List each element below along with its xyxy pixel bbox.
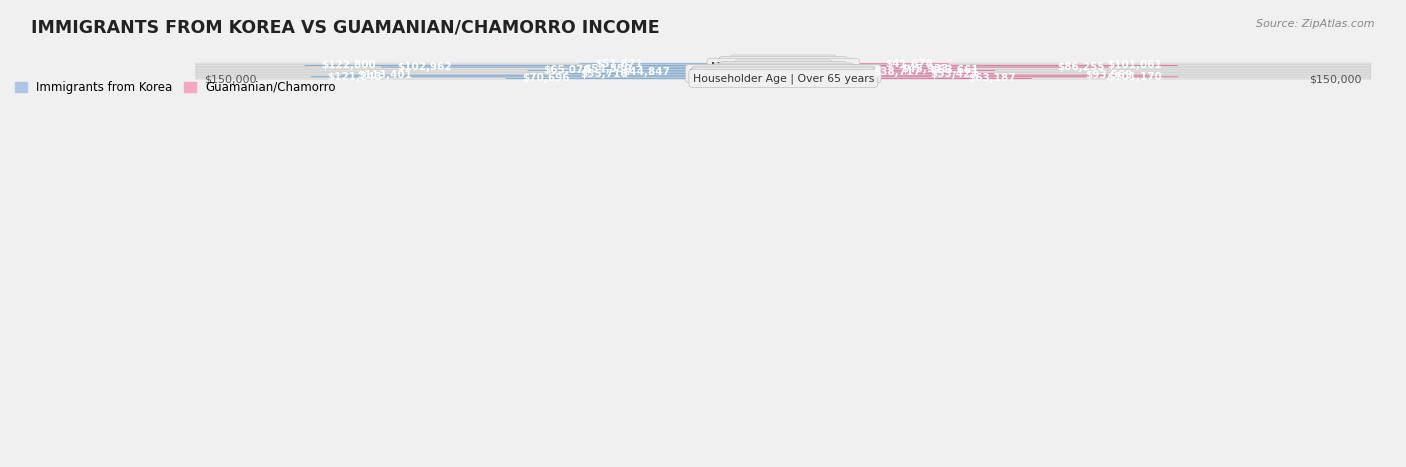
FancyBboxPatch shape [506, 78, 787, 79]
FancyBboxPatch shape [342, 75, 787, 76]
Text: $65,079: $65,079 [544, 65, 592, 75]
Text: $101,170: $101,170 [1107, 72, 1163, 82]
FancyBboxPatch shape [779, 78, 1032, 79]
Text: Median Earnings: Median Earnings [738, 64, 828, 74]
FancyBboxPatch shape [195, 75, 1371, 76]
FancyBboxPatch shape [779, 70, 995, 71]
Text: $53,423: $53,423 [931, 69, 977, 78]
Text: $93,569: $93,569 [1085, 70, 1133, 80]
Text: $121,243: $121,243 [328, 72, 382, 82]
FancyBboxPatch shape [195, 68, 1371, 69]
Text: $41,678: $41,678 [884, 59, 932, 69]
Text: Householder Age | 45 - 64 years: Householder Age | 45 - 64 years [695, 71, 872, 82]
Text: Householder Age | Over 65 years: Householder Age | Over 65 years [693, 73, 875, 84]
FancyBboxPatch shape [779, 65, 1178, 66]
Text: Median Family Income: Median Family Income [723, 60, 844, 71]
FancyBboxPatch shape [305, 65, 787, 66]
Text: $101,061: $101,061 [1107, 60, 1161, 71]
FancyBboxPatch shape [195, 63, 1371, 64]
Text: $70,696: $70,696 [522, 73, 569, 84]
FancyBboxPatch shape [779, 73, 994, 74]
Text: IMMIGRANTS FROM KOREA VS GUAMANIAN/CHAMORRO INCOME: IMMIGRANTS FROM KOREA VS GUAMANIAN/CHAMO… [31, 19, 659, 37]
FancyBboxPatch shape [195, 70, 1371, 71]
Text: Source: ZipAtlas.com: Source: ZipAtlas.com [1257, 19, 1375, 28]
Legend: Immigrants from Korea, Guamanian/Chamorro: Immigrants from Korea, Guamanian/Chamorr… [15, 81, 336, 94]
FancyBboxPatch shape [568, 68, 787, 69]
FancyBboxPatch shape [606, 71, 787, 72]
FancyBboxPatch shape [195, 65, 1371, 66]
Text: $45,933: $45,933 [901, 64, 949, 74]
FancyBboxPatch shape [564, 73, 787, 74]
Text: $55,716: $55,716 [579, 69, 627, 78]
Text: $150,000: $150,000 [1309, 75, 1362, 85]
Text: $122,800: $122,800 [321, 60, 375, 71]
Text: $53,661: $53,661 [931, 65, 979, 75]
FancyBboxPatch shape [195, 76, 1371, 78]
Text: Median Female Earnings: Median Female Earnings [717, 67, 849, 77]
FancyBboxPatch shape [779, 68, 965, 69]
Text: $63,187: $63,187 [967, 73, 1015, 84]
Text: $86,255: $86,255 [1057, 62, 1105, 72]
Text: Householder Age | Under 25 years: Householder Age | Under 25 years [689, 68, 877, 79]
Text: Householder Age | 25 - 44 years: Householder Age | 25 - 44 years [695, 70, 872, 80]
Text: $38,717: $38,717 [873, 67, 921, 77]
FancyBboxPatch shape [195, 66, 1371, 68]
FancyBboxPatch shape [527, 70, 787, 71]
Text: Median Male Earnings: Median Male Earnings [724, 65, 844, 75]
Text: $54,530: $54,530 [585, 64, 633, 74]
FancyBboxPatch shape [195, 78, 1371, 79]
Text: $102,962: $102,962 [398, 62, 453, 72]
FancyBboxPatch shape [779, 75, 1149, 76]
FancyBboxPatch shape [195, 73, 1371, 74]
FancyBboxPatch shape [195, 71, 1371, 72]
Text: Per Capita Income: Per Capita Income [734, 59, 834, 69]
FancyBboxPatch shape [779, 71, 938, 72]
Text: $44,847: $44,847 [621, 67, 669, 77]
Text: Median Household Income: Median Household Income [711, 62, 856, 72]
Text: $150,000: $150,000 [204, 75, 257, 85]
Text: $113,401: $113,401 [357, 70, 412, 80]
Text: $51,671: $51,671 [596, 59, 643, 69]
